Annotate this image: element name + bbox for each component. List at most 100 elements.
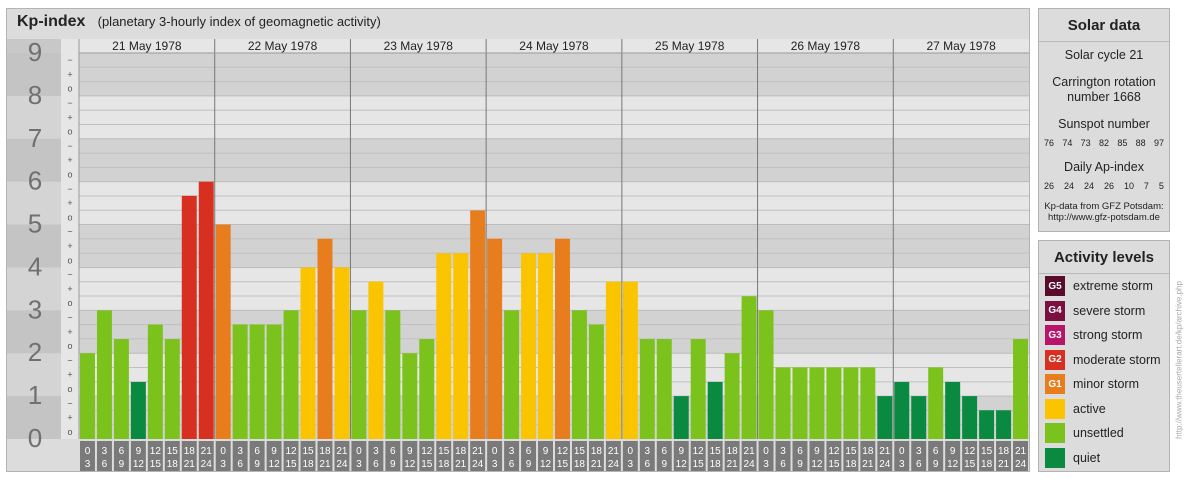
kp-bar: [724, 353, 740, 439]
hour-end-label: 3: [492, 459, 498, 470]
kp-band: [79, 224, 1029, 268]
minor-mark: +: [67, 112, 72, 122]
minor-mark: −: [67, 270, 72, 280]
day-label: 25 May 1978: [655, 39, 725, 53]
hour-end-label: 21: [862, 459, 874, 470]
hour-end-label: 6: [373, 459, 379, 470]
hour-start-label: 3: [102, 446, 108, 457]
hour-end-label: 21: [184, 459, 196, 470]
kp-bar: [266, 324, 282, 439]
activity-level-swatch: G4: [1045, 300, 1065, 321]
hour-start-label: 0: [356, 446, 362, 457]
hour-box: [419, 441, 435, 471]
minor-mark: o: [67, 298, 72, 308]
hour-end-label: 18: [438, 459, 450, 470]
hour-box: [979, 441, 995, 471]
hour-end-label: 6: [645, 459, 651, 470]
hour-start-label: 12: [285, 446, 297, 457]
activity-level-row: G1 minor storm: [1045, 374, 1139, 394]
activity-level-row: G2 moderate storm: [1045, 349, 1161, 370]
hour-box: [147, 441, 163, 471]
hour-end-label: 24: [879, 459, 891, 470]
hour-end-label: 6: [509, 459, 515, 470]
hour-box: [894, 441, 910, 471]
hour-start-label: 6: [933, 446, 939, 457]
hour-end-label: 15: [693, 459, 705, 470]
hour-start-label: 0: [85, 446, 91, 457]
hour-box: [334, 441, 350, 471]
minor-mark: +: [67, 198, 72, 208]
ap-value: 26: [1103, 181, 1114, 191]
minor-mark: o: [67, 84, 72, 94]
activity-level-row: unsettled: [1045, 423, 1124, 443]
activity-level-swatch: [1045, 398, 1065, 419]
day-label: 22 May 1978: [248, 39, 318, 53]
hour-box: [945, 441, 961, 471]
activity-level-label: moderate storm: [1073, 352, 1161, 367]
activity-level-swatch: G5: [1045, 276, 1065, 296]
activity-level-swatch: G1: [1045, 374, 1065, 394]
kp-band: [79, 53, 1029, 96]
hour-start-label: 3: [645, 446, 651, 457]
hour-end-label: 6: [102, 459, 108, 470]
day-label: 27 May 1978: [926, 39, 996, 53]
kp-bar: [436, 253, 452, 439]
hour-start-label: 3: [916, 446, 922, 457]
y-tick-label: 9: [28, 37, 42, 67]
minor-mark: +: [67, 327, 72, 337]
carrington-line-2: number 1668: [1067, 90, 1141, 104]
y-axis-band: [7, 267, 61, 311]
hour-start-label: 3: [509, 446, 515, 457]
hour-start-label: 12: [964, 446, 976, 457]
hour-start-label: 9: [950, 446, 956, 457]
hour-end-label: 15: [828, 459, 840, 470]
sunspot-label: Sunspot number: [1058, 117, 1150, 131]
chart-title: Kp-index (planetary 3-hourly index of ge…: [17, 13, 381, 31]
solar-data-panel: Solar data Solar cycle 21 Carrington rot…: [1038, 8, 1170, 232]
watermark-text: http://www.theusertellerart.de/kp/archiv…: [1174, 281, 1184, 439]
hour-box: [436, 441, 452, 471]
kp-bar: [707, 381, 723, 439]
kp-bar: [419, 339, 435, 439]
activity-level-label: quiet: [1073, 450, 1101, 465]
day-label: 24 May 1978: [519, 39, 589, 53]
hour-start-label: 18: [862, 446, 874, 457]
minor-mark: o: [67, 427, 72, 437]
kp-bar: [368, 281, 384, 439]
hour-box: [673, 441, 689, 471]
activity-level-row: G3 strong storm: [1045, 325, 1142, 345]
hour-end-label: 15: [421, 459, 433, 470]
hour-box: [181, 441, 197, 471]
hour-start-label: 21: [201, 446, 213, 457]
kp-bar: [979, 410, 995, 439]
hour-start-label: 21: [608, 446, 620, 457]
kp-bar: [690, 339, 706, 439]
sunspot-value: 85: [1117, 138, 1128, 148]
hour-end-label: 12: [947, 459, 959, 470]
hour-start-label: 0: [899, 446, 905, 457]
hour-end-label: 9: [797, 459, 803, 470]
hour-end-label: 18: [981, 459, 993, 470]
hour-end-label: 21: [455, 459, 467, 470]
hour-box: [928, 441, 944, 471]
hour-start-label: 21: [744, 446, 756, 457]
hour-end-label: 18: [710, 459, 722, 470]
hour-box: [487, 441, 503, 471]
kp-bar: [198, 181, 214, 439]
hour-start-label: 6: [390, 446, 396, 457]
kp-bar: [232, 324, 248, 439]
hour-box: [622, 441, 638, 471]
hour-box: [249, 441, 265, 471]
kp-bar: [996, 410, 1012, 439]
hour-box: [639, 441, 655, 471]
activity-level-row: active: [1045, 398, 1106, 419]
solar-cycle: Solar cycle 21: [1064, 48, 1144, 62]
hour-end-label: 15: [964, 459, 976, 470]
chart-title-main: Kp-index: [17, 13, 86, 30]
kp-bar: [758, 310, 774, 439]
source-link[interactable]: http://www.gfz-potsdam.de: [1048, 212, 1160, 223]
y-axis-band: [7, 396, 61, 439]
kp-bar: [809, 367, 825, 439]
activity-level-row: quiet: [1045, 447, 1101, 468]
hour-box: [504, 441, 520, 471]
